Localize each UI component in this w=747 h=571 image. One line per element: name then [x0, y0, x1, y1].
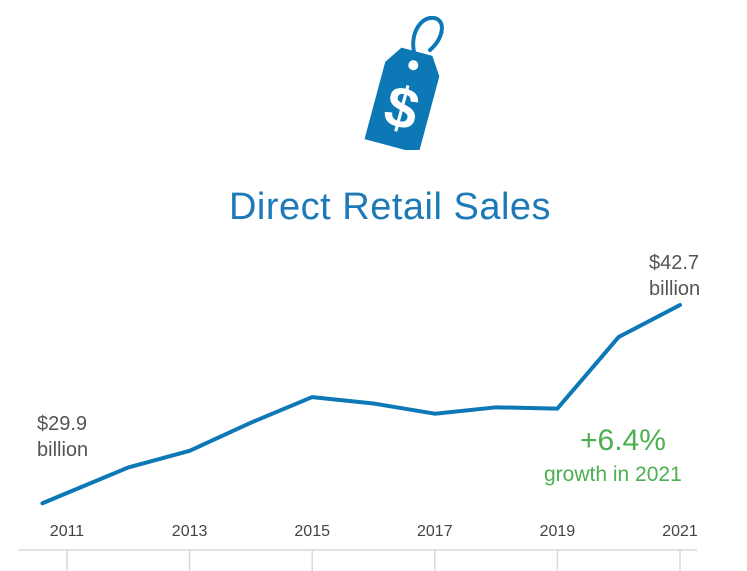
end-annotation: $42.7 billion	[649, 250, 700, 302]
x-tick-label: 2021	[662, 523, 698, 540]
x-tick-label: 2011	[50, 523, 85, 540]
x-tick-label: 2017	[417, 523, 453, 540]
series-line	[40, 303, 682, 506]
start-unit: billion	[37, 439, 89, 461]
x-tick-label: 2019	[540, 523, 576, 540]
growth-label: growth in 2021	[544, 463, 682, 486]
start-value: $29.9	[37, 413, 88, 435]
chart-title: Direct Retail Sales	[228, 186, 552, 228]
end-value: $42.7	[649, 252, 700, 274]
end-unit: billion	[649, 278, 701, 300]
price-tag-dollar-icon: $	[364, 15, 444, 150]
x-tick-label: 2015	[294, 523, 330, 540]
start-annotation: $29.9 billion	[37, 411, 88, 463]
growth-percent: +6.4%	[580, 424, 666, 457]
x-axis: 2011 2013 2015 2017 2019 2021	[18, 523, 698, 571]
x-tick-label: 2013	[172, 523, 208, 540]
